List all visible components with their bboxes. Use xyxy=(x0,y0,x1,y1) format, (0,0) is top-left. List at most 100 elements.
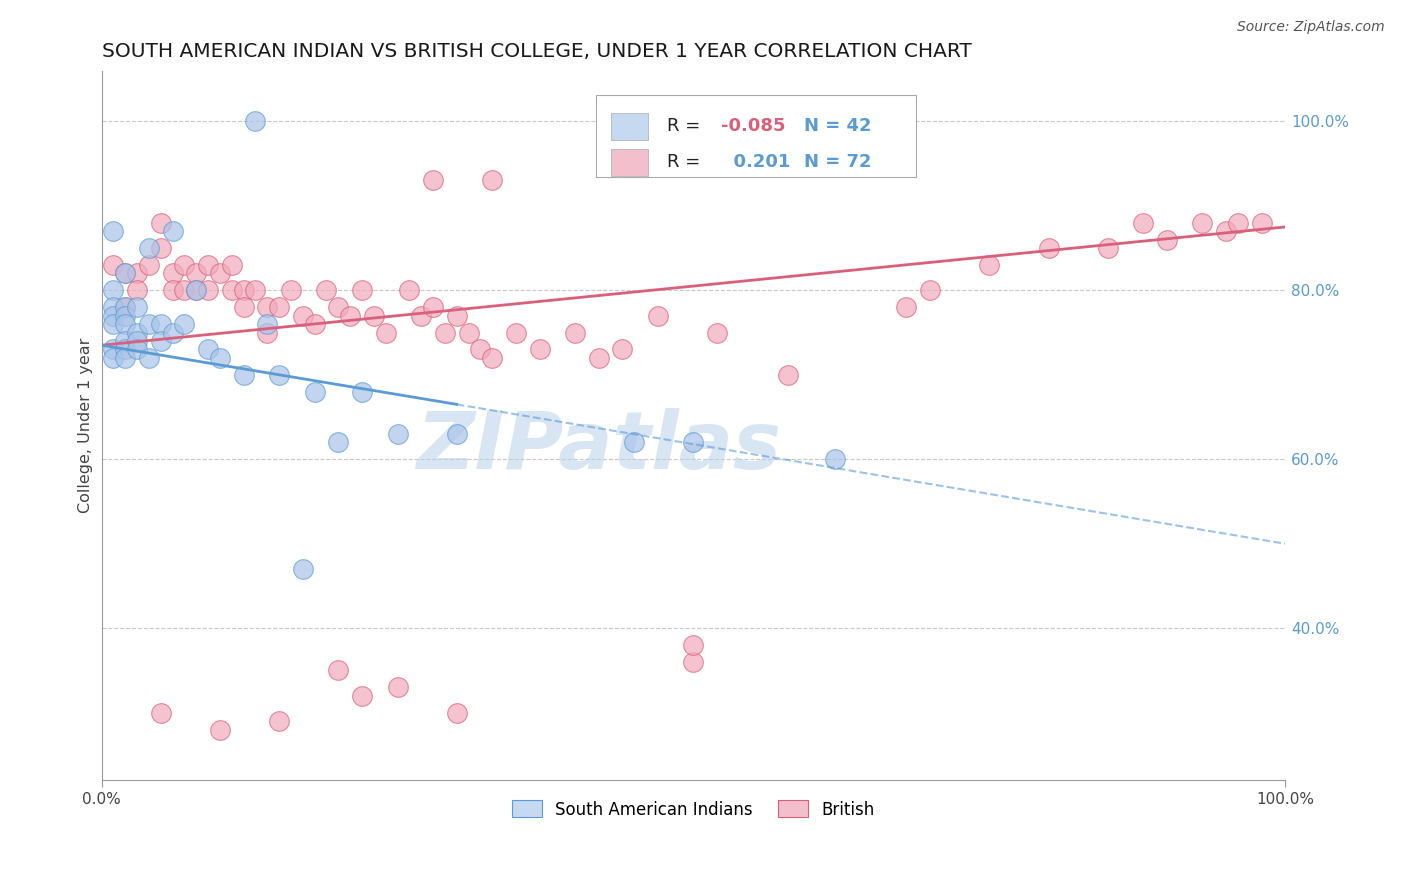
Point xyxy=(481,173,503,187)
Point xyxy=(162,283,184,297)
FancyBboxPatch shape xyxy=(610,113,648,140)
Point xyxy=(387,426,409,441)
Point xyxy=(138,351,160,365)
Point xyxy=(706,326,728,340)
Point xyxy=(1250,216,1272,230)
Point xyxy=(623,435,645,450)
Point xyxy=(186,283,208,297)
Point xyxy=(114,267,136,281)
Point xyxy=(269,714,291,728)
Point xyxy=(149,334,172,348)
Point xyxy=(103,258,125,272)
Point xyxy=(1191,216,1213,230)
Point xyxy=(387,681,409,695)
Point xyxy=(127,343,149,357)
Point xyxy=(291,309,314,323)
Point xyxy=(103,300,125,314)
Point xyxy=(114,309,136,323)
Point xyxy=(197,343,219,357)
Text: N = 42: N = 42 xyxy=(803,118,870,136)
Point xyxy=(127,334,149,348)
Point xyxy=(328,300,350,314)
Point xyxy=(162,267,184,281)
Point xyxy=(114,317,136,331)
Point xyxy=(1132,216,1154,230)
Point xyxy=(114,267,136,281)
Point xyxy=(103,283,125,297)
Point xyxy=(647,309,669,323)
Point xyxy=(149,706,172,720)
Point xyxy=(682,655,704,669)
Point xyxy=(339,309,361,323)
Point xyxy=(114,351,136,365)
Point xyxy=(208,723,231,737)
Point xyxy=(1038,241,1060,255)
Point xyxy=(103,343,125,357)
Point xyxy=(350,384,373,399)
Point xyxy=(232,300,254,314)
Point xyxy=(291,562,314,576)
Point xyxy=(682,435,704,450)
Point xyxy=(149,241,172,255)
Point xyxy=(127,300,149,314)
Point xyxy=(186,267,208,281)
Point xyxy=(162,326,184,340)
FancyBboxPatch shape xyxy=(596,95,915,178)
Point xyxy=(173,317,195,331)
Text: R =: R = xyxy=(668,118,706,136)
Point xyxy=(138,258,160,272)
Point xyxy=(138,241,160,255)
Point xyxy=(778,368,800,382)
Point xyxy=(103,309,125,323)
Point xyxy=(363,309,385,323)
Point xyxy=(256,300,278,314)
Point xyxy=(127,267,149,281)
Point xyxy=(269,300,291,314)
Point xyxy=(208,267,231,281)
Point xyxy=(173,283,195,297)
Point xyxy=(103,351,125,365)
Point xyxy=(824,452,846,467)
Text: R =: R = xyxy=(668,153,706,171)
Point xyxy=(1215,224,1237,238)
Point xyxy=(588,351,610,365)
Point xyxy=(103,224,125,238)
Point xyxy=(446,309,468,323)
Point xyxy=(208,351,231,365)
Point xyxy=(114,334,136,348)
Point xyxy=(564,326,586,340)
Point xyxy=(149,317,172,331)
Point xyxy=(1226,216,1249,230)
Text: -0.085: -0.085 xyxy=(721,118,785,136)
Text: 0.201: 0.201 xyxy=(721,153,790,171)
Point xyxy=(256,317,278,331)
Point xyxy=(920,283,942,297)
Point xyxy=(280,283,302,297)
Point xyxy=(398,283,420,297)
Text: N = 72: N = 72 xyxy=(803,153,870,171)
Point xyxy=(304,384,326,399)
Legend: South American Indians, British: South American Indians, British xyxy=(506,794,882,825)
FancyBboxPatch shape xyxy=(610,149,648,176)
Point xyxy=(149,216,172,230)
Point xyxy=(256,326,278,340)
Point xyxy=(114,343,136,357)
Point xyxy=(612,343,634,357)
Point xyxy=(446,706,468,720)
Point xyxy=(979,258,1001,272)
Point xyxy=(221,258,243,272)
Point xyxy=(446,426,468,441)
Point xyxy=(245,283,267,297)
Point xyxy=(328,435,350,450)
Point xyxy=(221,283,243,297)
Point xyxy=(422,300,444,314)
Point xyxy=(505,326,527,340)
Point xyxy=(127,283,149,297)
Point xyxy=(350,283,373,297)
Point xyxy=(162,224,184,238)
Point xyxy=(896,300,918,314)
Point xyxy=(422,173,444,187)
Point xyxy=(411,309,433,323)
Y-axis label: College, Under 1 year: College, Under 1 year xyxy=(79,338,93,513)
Point xyxy=(127,326,149,340)
